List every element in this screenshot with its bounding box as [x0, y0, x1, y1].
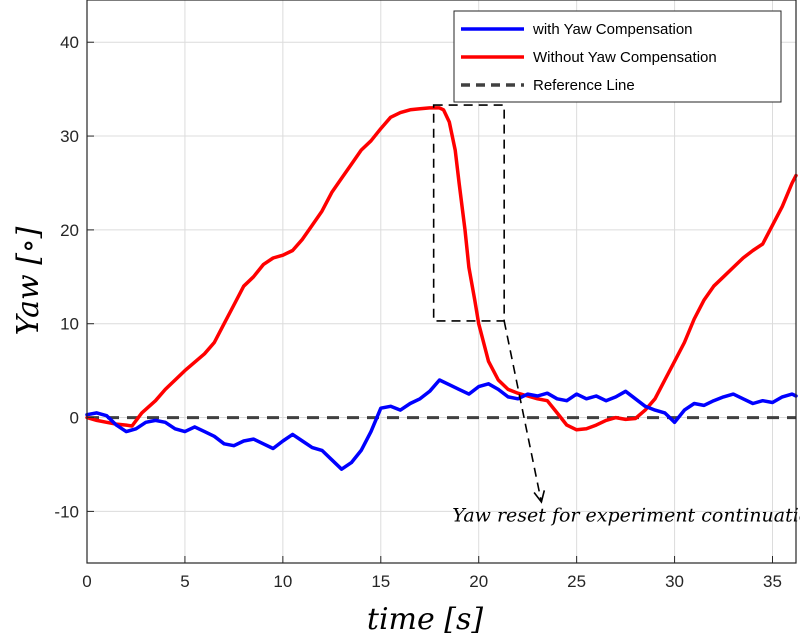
y-tick-label: 0	[70, 409, 79, 428]
arrowhead	[533, 490, 546, 504]
legend-label-without-comp: Without Yaw Compensation	[533, 49, 717, 66]
y-tick-label: 10	[60, 315, 79, 334]
highlight-box	[432, 104, 505, 322]
x-tick-label: 30	[665, 572, 684, 591]
plot-frame	[86, 0, 797, 564]
y-tick-label: 30	[60, 127, 79, 146]
y-tick-label: 20	[60, 221, 79, 240]
x-axis-label: time [s]	[367, 602, 483, 637]
y-tick-label: 40	[60, 33, 79, 52]
ticks: 0 5 10 15 20 25 30 35 -10 0 10 20 30 40	[54, 33, 782, 591]
legend-label-reference: Reference Line	[533, 77, 635, 94]
y-axis-label: Yaw [∘]	[11, 226, 46, 335]
x-tick-label: 10	[273, 572, 292, 591]
legend: with Yaw Compensation Without Yaw Compen…	[453, 10, 782, 103]
x-tick-label: 20	[469, 572, 488, 591]
x-tick-label: 35	[763, 572, 782, 591]
x-tick-label: 0	[82, 572, 91, 591]
y-tick-label: -10	[54, 502, 79, 521]
x-tick-label: 5	[180, 572, 189, 591]
x-tick-label: 15	[371, 572, 390, 591]
legend-label-with-comp: with Yaw Compensation	[532, 21, 693, 38]
series-layer	[85, 106, 798, 471]
series-line-with-yaw-compensation	[85, 378, 798, 471]
series-line-without-yaw-compensation	[85, 106, 798, 432]
annotation-text: Yaw reset for experiment continuation	[452, 505, 800, 527]
annotation-arrow	[503, 320, 543, 503]
x-tick-label: 25	[567, 572, 586, 591]
